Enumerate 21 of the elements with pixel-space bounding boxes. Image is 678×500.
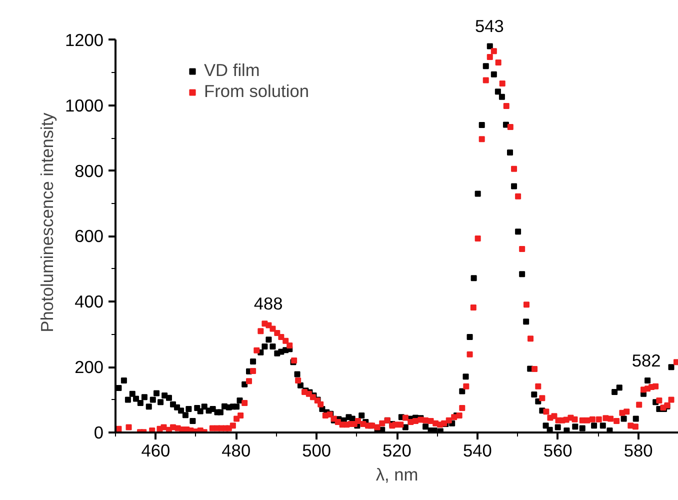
- y-tick-label: 400: [74, 292, 104, 312]
- x-tick-label: 480: [222, 440, 251, 460]
- legend-label: VD film: [204, 60, 260, 81]
- x-tick-label: 500: [302, 440, 332, 460]
- y-tick-label: 0: [94, 422, 104, 442]
- annotation: 543: [475, 16, 504, 36]
- y-tick-label: 600: [74, 226, 104, 246]
- y-axis-title: Photoluminescence intensity: [36, 112, 57, 332]
- legend-label: From solution: [204, 81, 309, 102]
- y-tick-label: 1200: [64, 30, 104, 50]
- annotation: 582: [632, 350, 661, 370]
- annotation: 488: [254, 294, 283, 314]
- y-tick-label: 800: [74, 160, 104, 181]
- x-tick-label: 540: [462, 440, 492, 460]
- x-tick-label: 520: [382, 440, 412, 460]
- y-tick-label: 1000: [64, 95, 104, 116]
- x-tick-label: 580: [624, 440, 653, 460]
- y-tick-label: 200: [74, 357, 104, 378]
- x-tick-label: 460: [141, 440, 170, 460]
- x-axis-title: λ, nm: [376, 464, 418, 484]
- x-tick-label: 560: [543, 440, 572, 460]
